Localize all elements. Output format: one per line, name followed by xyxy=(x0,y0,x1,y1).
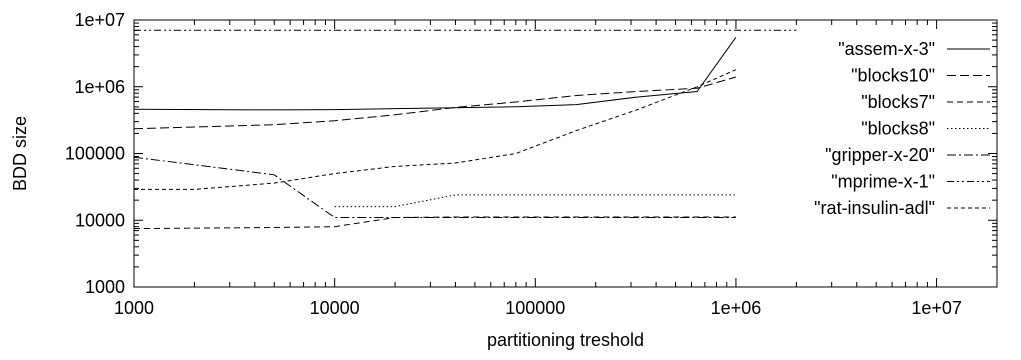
y-tick-label: 10000 xyxy=(75,210,125,230)
y-tick-label: 1e+07 xyxy=(74,10,125,30)
series-line-rat-insulin-adl xyxy=(134,69,737,190)
series-lines xyxy=(133,29,797,230)
legend-label-assem-x-3: "assem-x-3" xyxy=(838,39,935,59)
y-tick-label: 1000 xyxy=(85,277,125,297)
series-line-assem-x-3 xyxy=(133,37,737,111)
series-line-blocks7 xyxy=(133,216,736,230)
x-tick-label: 1000 xyxy=(114,298,154,318)
x-tick-label: 100000 xyxy=(505,298,565,318)
x-axis-label: partitioning treshold xyxy=(487,330,644,350)
y-tick-label: 100000 xyxy=(65,144,125,164)
series-line-gripper-x-20 xyxy=(133,156,736,218)
legend-label-mprime-x-1: "mprime-x-1" xyxy=(831,172,935,192)
y-axis-label: BDD size xyxy=(10,116,30,191)
legend-label-blocks7: "blocks7" xyxy=(861,92,935,112)
x-tick-label: 10000 xyxy=(310,298,360,318)
y-tick-label: 1e+06 xyxy=(74,77,125,97)
legend-label-rat-insulin-adl: "rat-insulin-adl" xyxy=(814,198,935,218)
legend: "assem-x-3" "blocks10" "blocks7" "blocks8" "… xyxy=(814,39,990,218)
series-line-blocks8 xyxy=(334,194,736,208)
series-line-blocks10 xyxy=(133,76,737,130)
legend-label-blocks8: "blocks8" xyxy=(861,119,935,139)
legend-label-gripper-x-20: "gripper-x-20" xyxy=(825,145,935,165)
x-tick-label: 1e+06 xyxy=(711,298,762,318)
legend-label-blocks10: "blocks10" xyxy=(851,66,935,86)
axes: 1000 10000 100000 1e+06 1e+07 1000 10000 100000… xyxy=(65,10,998,318)
x-tick-label: 1e+07 xyxy=(911,298,962,318)
